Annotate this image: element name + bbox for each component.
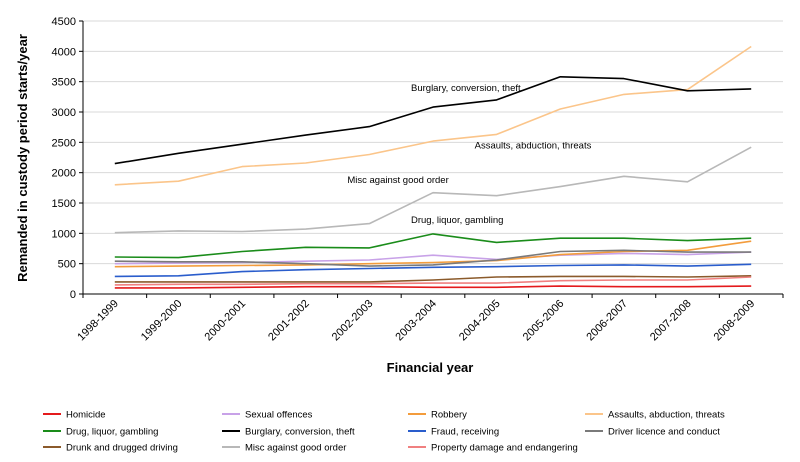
x-tick-label: 2007-2008 [648,298,694,344]
y-tick-label: 2000 [52,168,76,180]
series-line-assaults-abduction-threats [114,45,752,186]
legend-label: Property damage and endangering [431,443,578,454]
y-tick-label: 2500 [52,137,76,149]
gridlines [83,20,783,265]
series-line-misc-against-good-order [114,146,752,234]
annotations: Burglary, conversion, theft Assaults, abd… [347,83,591,226]
x-axis-ticks: 1998-1999 1999-2000 2000-2001 2001-2002 2002… [75,294,784,344]
y-tick-label: 1500 [52,198,76,210]
series-line-burglary-conversion-theft [114,76,752,165]
x-tick-label: 2003-2004 [393,298,439,344]
annotation-label: Drug, liquor, gambling [411,215,503,226]
axes [82,21,783,295]
y-tick-label: 1000 [52,228,76,240]
y-tick-label: 0 [70,289,76,301]
y-axis-title: Remanded in custody period starts/year [15,34,30,282]
legend: Homicide Sexual offences Robbery Assaults, … [43,410,725,454]
plot-background [83,21,783,294]
legend-label: Robbery [431,410,467,421]
x-axis-title: Financial year [387,360,474,375]
x-tick-label: 1998-1999 [75,298,121,344]
y-tick-label: 3500 [52,77,76,89]
y-tick-label: 500 [58,259,76,271]
series-line-sexual-offences [114,251,752,265]
annotation-label: Assaults, abduction, threats [475,140,592,151]
series-line-fraud-receiving [114,263,752,278]
series-line-driver-licence-and-conduct [114,249,752,267]
annotation-label: Burglary, conversion, theft [411,83,521,94]
x-tick-label: 2000-2001 [203,298,249,344]
legend-label: Sexual offences [245,410,313,421]
plot-area [83,21,783,294]
legend-label: Assaults, abduction, threats [608,410,725,421]
legend-label: Burglary, conversion, theft [245,427,355,438]
legend-label: Driver licence and conduct [608,427,720,438]
y-tick-label: 3000 [52,107,76,119]
legend-label: Fraud, receiving [431,427,499,438]
legend-label: Drunk and drugged driving [66,443,178,454]
x-tick-label: 1999-2000 [139,298,185,344]
series-line-homicide [114,285,752,289]
y-tick-label: 4500 [52,16,76,28]
x-tick-label: 2008-2009 [712,298,758,344]
x-tick-label: 2002-2003 [330,298,376,344]
legend-label: Drug, liquor, gambling [66,427,158,438]
series-line-property-damage-and-endangering [114,276,752,286]
x-tick-label: 2001-2002 [266,298,312,344]
series-line-drunk-and-drugged-driving [114,275,752,283]
legend-label: Misc against good order [245,443,346,454]
annotation-label: Misc against good order [347,175,448,186]
x-tick-label: 2004-2005 [457,298,503,344]
series-line-drug-liquor-gambling [114,233,752,259]
x-tick-label: 2005-2006 [521,298,567,344]
legend-label: Homicide [66,410,106,421]
x-tick-label: 2006-2007 [584,298,630,344]
series-lines [114,45,752,289]
y-tick-label: 4000 [52,46,76,58]
y-axis-ticks: 0 500 1000 1500 2000 2500 3000 3500 4000 4500 [52,16,83,301]
